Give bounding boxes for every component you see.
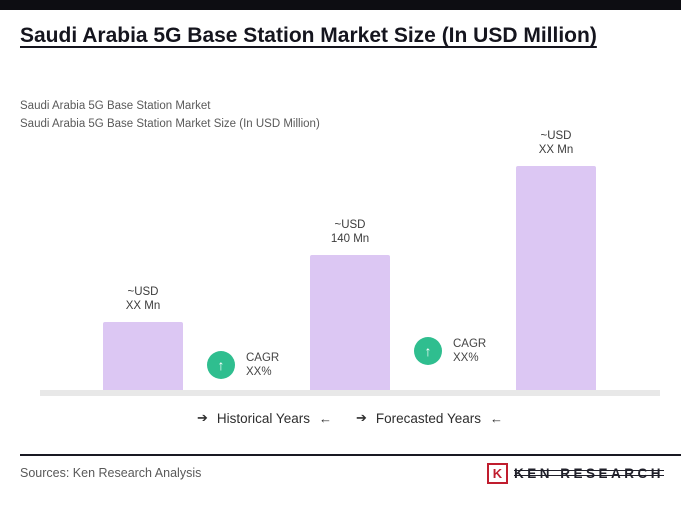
bar-forecast [516,166,596,390]
cagr-label: CAGR XX% [453,337,486,365]
page-title: Saudi Arabia 5G Base Station Market Size… [20,24,597,47]
cagr-badge-historical: ↑ CAGR XX% [207,351,279,379]
bar-value-line2: XX Mn [538,144,574,156]
bar-value-line1: ~USD [540,130,572,142]
bar-group-historical: ~USD XX Mn [103,285,183,390]
bar-value-line1: ~USD [334,219,366,231]
logo-wordmark: KEN RESEARCH [514,463,665,484]
cagr-badge-forecast: ↑ CAGR XX% [414,337,486,365]
bar-group-base-year: ~USD 140 Mn [310,218,390,390]
subtitle-market-size: Saudi Arabia 5G Base Station Market Size… [20,118,320,130]
right-arrow-icon: ➔ [356,410,367,425]
sources-note: Sources: Ken Research Analysis [20,466,202,480]
cagr-value: XX% [453,352,479,364]
bar-value-label: ~USD 140 Mn [331,218,369,246]
top-accent-bar [0,0,681,10]
logo-k-icon: K [487,463,508,484]
subtitle-market: Saudi Arabia 5G Base Station Market [20,100,211,112]
up-arrow-icon: ↑ [207,351,235,379]
bar-group-forecast: ~USD XX Mn [516,129,596,390]
period-text: Historical Years [216,410,310,426]
bar-base-year [310,255,390,390]
axis-label-forecasted-years: ➔ Forecasted Years ← [356,410,503,426]
cagr-word: CAGR [453,338,487,350]
ken-research-logo: K KEN RESEARCH [487,463,665,484]
period-text: Forecasted Years [375,410,481,426]
cagr-label: CAGR XX% [246,351,279,379]
cagr-word: CAGR [246,352,280,364]
axis-label-historical-years: ➔ Historical Years ← [197,410,332,426]
left-arrow-icon: ← [489,410,503,426]
bar-value-line2: 140 Mn [330,233,370,245]
bar-value-line1: ~USD [127,286,159,298]
left-arrow-icon: ← [318,410,332,426]
right-arrow-icon: ➔ [197,410,208,425]
cagr-value: XX% [246,366,272,378]
bar-value-label: ~USD XX Mn [126,285,161,313]
footer-divider [20,454,681,456]
bar-historical [103,322,183,390]
up-arrow-icon: ↑ [414,337,442,365]
bar-value-label: ~USD XX Mn [539,129,574,157]
chart-baseline [40,390,660,396]
bar-value-line2: XX Mn [125,300,161,312]
